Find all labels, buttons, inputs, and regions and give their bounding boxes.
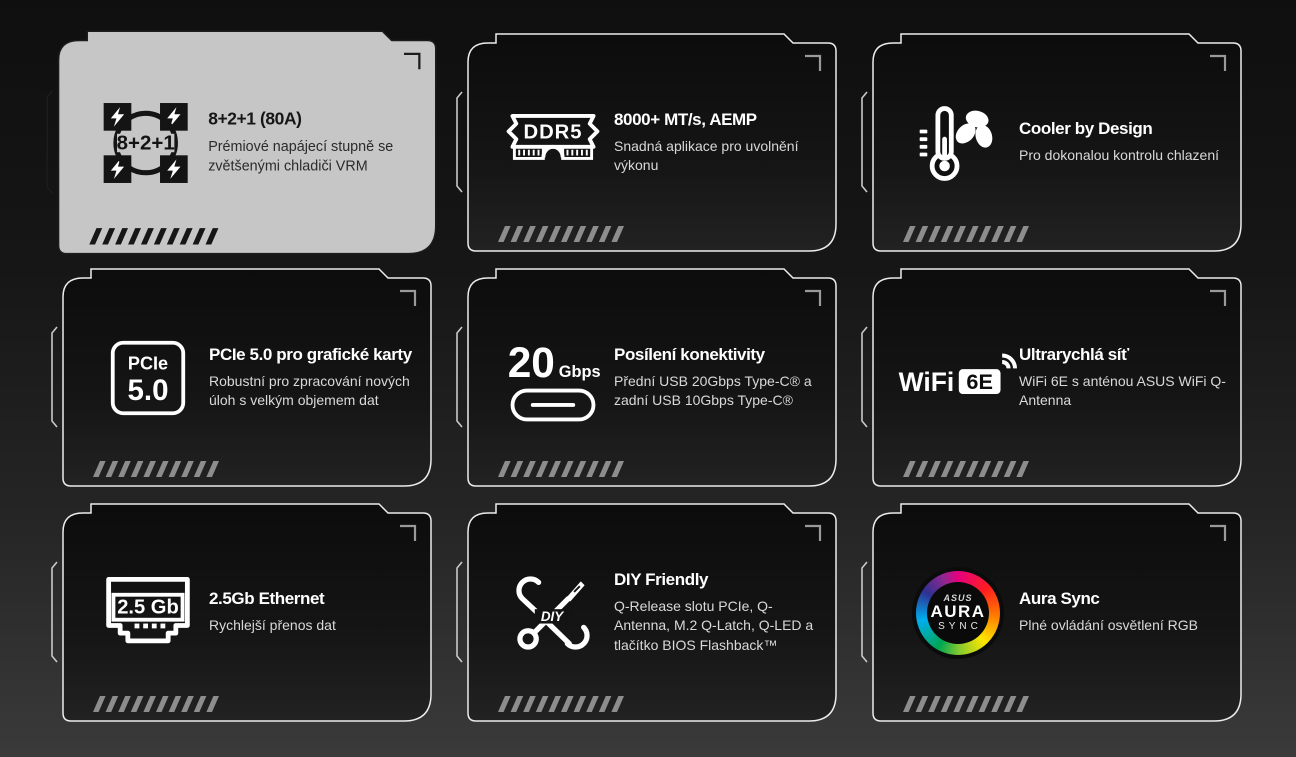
wifi-icon-text: WiFi <box>899 366 955 396</box>
left-bracket-decoration <box>51 326 58 428</box>
card-title: 8+2+1 (80A) <box>208 108 302 129</box>
corner-bracket-decoration <box>805 289 822 306</box>
pcie-icon-label: PCIe <box>128 353 168 373</box>
card-description: Q-Release slotu PCIe, Q-Antenna, M.2 Q-L… <box>614 598 814 653</box>
left-bracket-decoration <box>51 561 58 663</box>
corner-bracket-decoration <box>805 524 822 541</box>
usb-20gbps-icon: 20 Gbps <box>492 332 614 424</box>
card-title: PCIe 5.0 pro grafické karty <box>209 344 412 364</box>
left-bracket-decoration <box>456 91 463 193</box>
card-frame <box>456 268 837 487</box>
lightning-bolt-icon <box>110 106 125 127</box>
card-frame <box>861 503 1242 722</box>
feature-card-usb[interactable]: 20 Gbps Posílení konektivity Přední USB … <box>454 267 838 489</box>
card-description: Plné ovládání osvětlení RGB <box>1019 617 1198 634</box>
diy-tools-icon: DIY <box>492 567 614 659</box>
usb-speed-number: 20 <box>508 339 555 386</box>
hatch-decoration <box>89 228 219 245</box>
pcie-icon-version: 5.0 <box>127 374 168 407</box>
card-title: 2.5Gb Ethernet <box>209 589 325 609</box>
feature-card-aura-sync[interactable]: ASUS AURA SYNC Aura Sync Plné ovládání o… <box>859 502 1243 724</box>
card-description: Pro dokonalou kontrolu chlazení <box>1019 147 1220 164</box>
aura-sync-icon: ASUS AURA SYNC <box>897 566 1019 659</box>
thermometer-fan-icon <box>897 97 1019 189</box>
card-frame <box>456 33 837 252</box>
corner-bracket-decoration <box>1210 289 1227 306</box>
left-bracket-decoration <box>861 326 868 428</box>
feature-card-memory[interactable]: DDR5 8000+ MT/s, AEMP Snadná aplikace pr… <box>454 32 838 254</box>
card-frame <box>861 33 1242 252</box>
ethernet-port-icon: 2.5 Gb <box>87 575 209 651</box>
card-frame <box>51 268 432 487</box>
corner-bracket-decoration <box>400 524 417 541</box>
card-title: Aura Sync <box>1019 589 1100 609</box>
corner-bracket-decoration <box>1210 524 1227 541</box>
feature-card-power-stages[interactable]: 8+2+1 8+2+1 (80A) Prémiové napájecí stup… <box>44 29 438 257</box>
left-bracket-decoration <box>861 91 868 193</box>
aura-rgb-ring: ASUS AURA SYNC <box>912 566 1004 659</box>
card-description: WiFi 6E s anténou ASUS WiFi Q-Antenna <box>1019 372 1226 408</box>
card-description: Snadná aplikace pro uvolnění výkonu <box>614 137 799 173</box>
power-stages-icon-label: 8+2+1 <box>117 131 175 154</box>
card-description: Rychlejší přenos dat <box>209 617 336 634</box>
hatch-decoration <box>903 696 1029 712</box>
card-title: 8000+ MT/s, AEMP <box>614 109 757 129</box>
hatch-decoration <box>903 226 1029 242</box>
left-bracket-decoration <box>456 561 463 663</box>
pcie-5-icon: PCIe 5.0 <box>87 338 209 418</box>
card-title: Posílení konektivity <box>614 344 765 364</box>
card-frame <box>51 503 432 722</box>
corner-bracket-decoration <box>1210 54 1227 71</box>
card-frame <box>456 503 837 722</box>
hatch-decoration <box>498 226 624 242</box>
card-description: Robustní pro zpracování nových úloh s ve… <box>209 372 410 408</box>
feature-card-ethernet[interactable]: 2.5 Gb 2.5Gb Ethernet Rychlejší přenos d… <box>49 502 433 724</box>
hatch-decoration <box>93 696 219 712</box>
card-title: Cooler by Design <box>1019 119 1153 139</box>
wifi-6e-icon: WiFi 6E <box>897 343 1019 413</box>
card-description: Prémiové napájecí stupně se zvětšenými c… <box>208 137 394 174</box>
feature-card-pcie5[interactable]: PCIe 5.0 PCIe 5.0 pro grafické karty Rob… <box>49 267 433 489</box>
left-bracket-decoration <box>456 326 463 428</box>
left-bracket-decoration <box>46 90 54 194</box>
ddr5-icon-label: DDR5 <box>523 121 582 143</box>
power-stages-icon: 8+2+1 <box>83 93 208 191</box>
usb-speed-unit: Gbps <box>559 363 601 381</box>
lightning-bolt-icon <box>110 158 125 179</box>
sync-label: SYNC <box>938 621 982 633</box>
card-title: Ultrarychlá síť <box>1019 344 1129 364</box>
hatch-decoration <box>498 696 624 712</box>
diy-icon-label: DIY <box>541 608 564 623</box>
ethernet-icon-label: 2.5 Gb <box>117 596 179 618</box>
wifi-6e-badge: 6E <box>966 369 993 394</box>
lightning-bolt-icon <box>167 106 181 127</box>
corner-bracket-decoration <box>403 52 421 70</box>
card-frame <box>861 268 1242 487</box>
corner-bracket-decoration <box>400 289 417 306</box>
hatch-decoration <box>93 461 219 477</box>
card-title: DIY Friendly <box>614 570 709 590</box>
lightning-bolt-icon <box>167 158 181 179</box>
feature-card-wifi[interactable]: WiFi 6E Ultrarychlá síť WiFi 6E s anténo… <box>859 267 1243 489</box>
feature-card-cooling[interactable]: Cooler by Design Pro dokonalou kontrolu … <box>859 32 1243 254</box>
ddr5-memory-icon: DDR5 <box>492 112 614 174</box>
feature-card-diy[interactable]: DIY DIY Friendly Q-Release slotu PCIe, Q… <box>454 502 838 724</box>
hatch-decoration <box>498 461 624 477</box>
left-bracket-decoration <box>861 561 868 663</box>
aura-label: AURA <box>930 601 986 621</box>
card-description: Přední USB 20Gbps Type-C® a zadní USB 10… <box>614 372 812 408</box>
feature-grid: 8+2+1 8+2+1 (80A) Prémiové napájecí stup… <box>46 30 1243 724</box>
corner-bracket-decoration <box>805 54 822 71</box>
card-frame <box>46 30 437 255</box>
hatch-decoration <box>903 461 1029 477</box>
asus-logo: ASUS <box>943 592 973 603</box>
